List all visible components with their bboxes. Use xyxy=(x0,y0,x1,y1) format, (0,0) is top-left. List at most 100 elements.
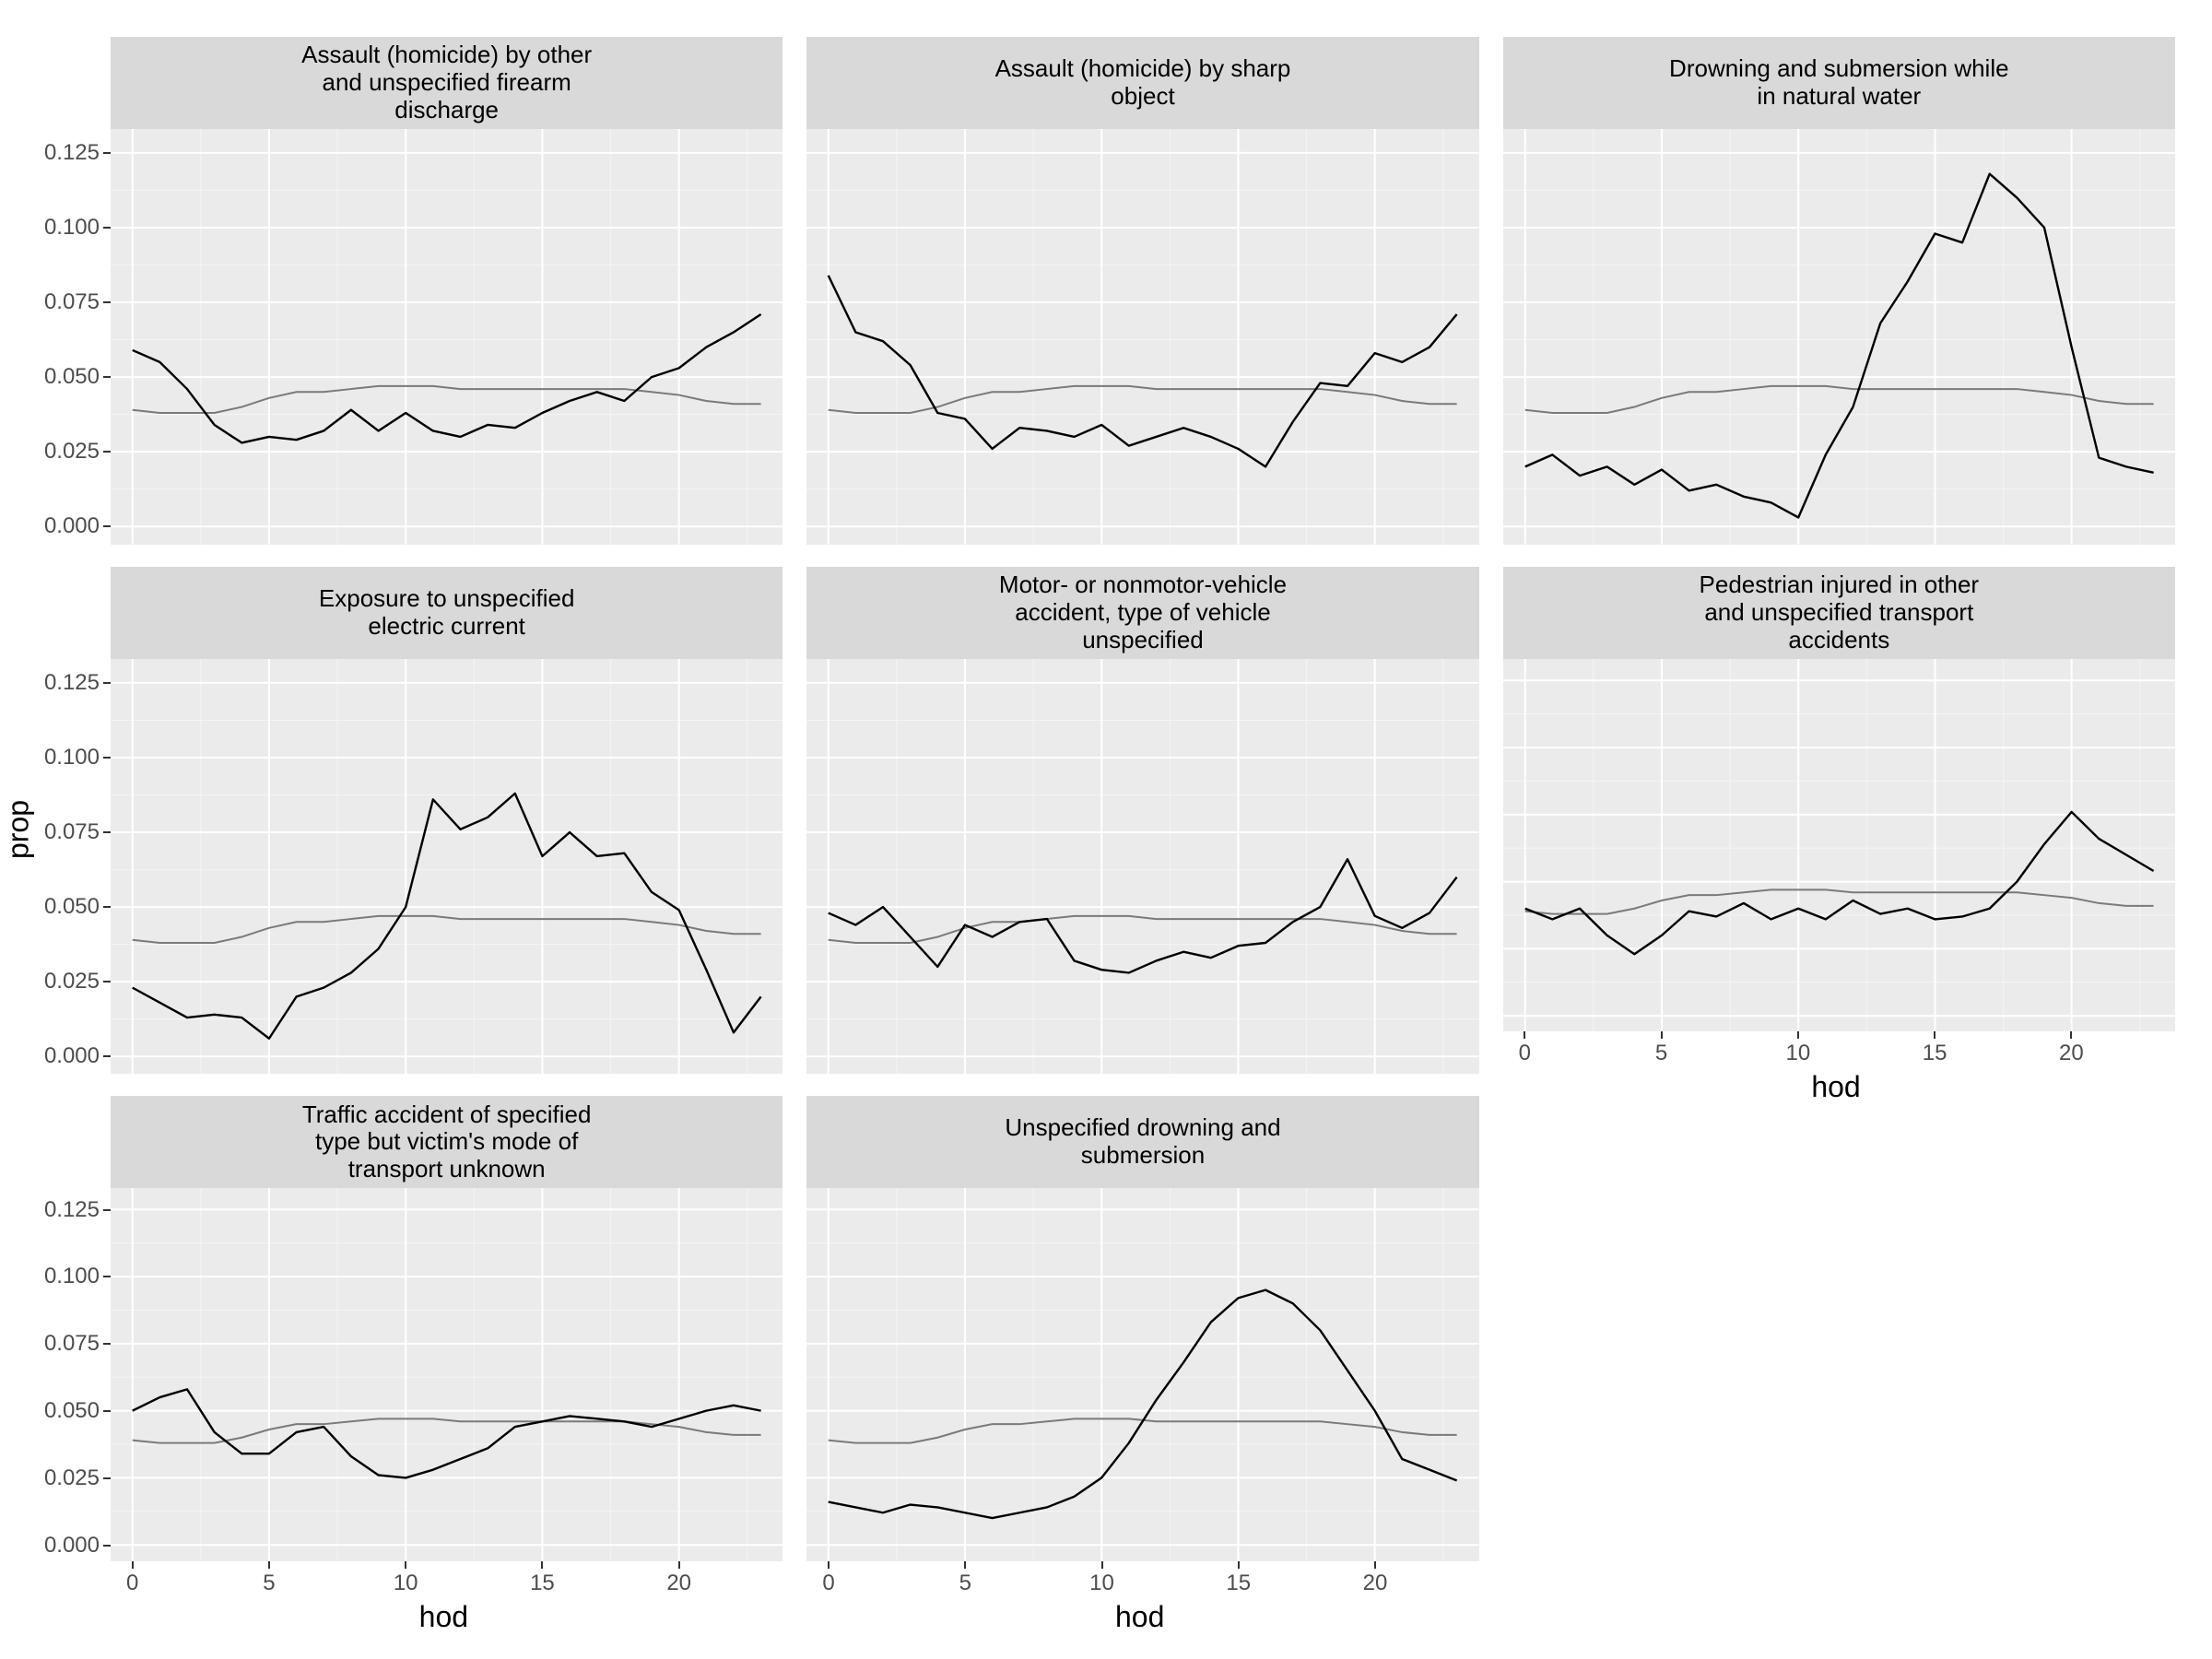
series-line xyxy=(133,314,761,442)
reference-line xyxy=(1524,386,2153,413)
x-tick-mark xyxy=(2070,1031,2072,1039)
x-tick-label: 10 xyxy=(1780,1041,1817,1066)
y-tick-mark xyxy=(103,451,111,453)
plot-area xyxy=(806,659,1478,1075)
y-tick-mark xyxy=(103,525,111,527)
facet-title: Exposure to unspecifiedelectric current xyxy=(111,567,782,659)
y-tick-mark xyxy=(103,1545,111,1547)
y-tick-mark xyxy=(103,682,111,684)
x-tick-label: 0 xyxy=(810,1571,847,1596)
plot-area xyxy=(1503,659,2175,1032)
plot-area xyxy=(111,1188,782,1561)
reference-line xyxy=(133,386,761,413)
reference-line xyxy=(829,386,1457,413)
y-tick-label: 0.125 xyxy=(44,1197,100,1223)
y-tick-mark xyxy=(103,831,111,833)
y-tick-label: 0.100 xyxy=(44,1264,100,1289)
x-tick-mark xyxy=(964,1561,966,1569)
y-tick-mark xyxy=(103,1276,111,1277)
x-tick-label: 0 xyxy=(1506,1041,1543,1066)
series-line xyxy=(133,794,761,1039)
x-tick-mark xyxy=(1934,1031,1936,1039)
y-tick-mark xyxy=(103,301,111,303)
plot-area xyxy=(111,659,782,1075)
x-tick-mark xyxy=(828,1561,830,1569)
y-axis-title: prop xyxy=(2,800,36,859)
y-tick-label: 0.075 xyxy=(44,1331,100,1357)
facet-panel: Drowning and submersion whilein natural … xyxy=(1503,37,2175,545)
facet-panel: Unspecified drowning andsubmersion 0 5 10 15… xyxy=(806,1096,1478,1604)
facet-title: Drowning and submersion whilein natural … xyxy=(1503,37,2175,129)
y-tick-mark xyxy=(103,376,111,378)
plot-area xyxy=(1503,129,2175,545)
facet-panel: Motor- or nonmotor-vehicleaccident, type… xyxy=(806,567,1478,1075)
y-tick-mark xyxy=(103,906,111,908)
facet-title: Assault (homicide) by sharpobject xyxy=(806,37,1478,129)
x-tick-mark xyxy=(1374,1561,1376,1569)
facet-title: Pedestrian injured in otherand unspecifi… xyxy=(1503,567,2175,659)
x-tick-label: 5 xyxy=(251,1571,288,1596)
plot-area xyxy=(111,129,782,545)
facet-panel: Pedestrian injured in otherand unspecifi… xyxy=(1503,567,2175,1075)
x-tick-label: 0 xyxy=(114,1571,151,1596)
plot-area xyxy=(806,1188,1478,1561)
y-tick-label: 0.050 xyxy=(44,364,100,390)
facet-panel: Assault (homicide) by sharpobject xyxy=(806,37,1478,545)
x-tick-mark xyxy=(541,1561,543,1569)
series-line xyxy=(133,1390,761,1478)
facet-panel: Assault (homicide) by otherand unspecifi… xyxy=(111,37,782,545)
x-tick-mark xyxy=(1238,1561,1240,1569)
x-tick-mark xyxy=(1524,1031,1525,1039)
y-tick-label: 0.050 xyxy=(44,894,100,920)
x-tick-mark xyxy=(132,1561,134,1569)
series-line xyxy=(829,276,1457,466)
y-tick-label: 0.050 xyxy=(44,1398,100,1424)
x-tick-mark xyxy=(268,1561,270,1569)
x-tick-label: 15 xyxy=(524,1571,560,1596)
plot-area xyxy=(806,129,1478,545)
series-line xyxy=(1524,812,2153,954)
facet-grid: Assault (homicide) by otherand unspecifi… xyxy=(111,37,2175,1604)
x-tick-label: 10 xyxy=(1084,1571,1121,1596)
x-tick-label: 15 xyxy=(1220,1571,1257,1596)
x-tick-label: 20 xyxy=(2053,1041,2089,1066)
y-tick-mark xyxy=(103,227,111,229)
y-tick-mark xyxy=(103,152,111,154)
y-tick-label: 0.100 xyxy=(44,745,100,771)
series-line xyxy=(829,859,1457,972)
x-tick-mark xyxy=(1101,1561,1103,1569)
x-tick-mark xyxy=(678,1561,680,1569)
x-tick-mark xyxy=(1661,1031,1663,1039)
x-tick-label: 10 xyxy=(387,1571,424,1596)
facet-title: Unspecified drowning andsubmersion xyxy=(806,1096,1478,1188)
facet-title: Assault (homicide) by otherand unspecifi… xyxy=(111,37,782,129)
x-tick-mark xyxy=(405,1561,406,1569)
y-tick-label: 0.025 xyxy=(44,439,100,465)
y-tick-mark xyxy=(103,981,111,982)
y-tick-label: 0.125 xyxy=(44,670,100,696)
x-tick-label: 15 xyxy=(1916,1041,1953,1066)
y-tick-mark xyxy=(103,1055,111,1057)
y-tick-label: 0.100 xyxy=(44,215,100,241)
x-tick-mark xyxy=(1797,1031,1799,1039)
x-tick-label: 20 xyxy=(661,1571,698,1596)
facet-panel: Traffic accident of specifiedtype but vi… xyxy=(111,1096,782,1604)
y-tick-label: 0.000 xyxy=(44,1533,100,1559)
y-tick-mark xyxy=(103,1410,111,1412)
y-tick-label: 0.125 xyxy=(44,140,100,166)
x-tick-label: 20 xyxy=(1357,1571,1394,1596)
y-tick-mark xyxy=(103,1209,111,1211)
reference-line xyxy=(133,915,761,942)
x-tick-label: 5 xyxy=(947,1571,983,1596)
series-line xyxy=(1524,174,2153,518)
y-tick-mark xyxy=(103,1343,111,1345)
facet-panel: Exposure to unspecifiedelectric current0… xyxy=(111,567,782,1075)
facet-title: Motor- or nonmotor-vehicleaccident, type… xyxy=(806,567,1478,659)
y-tick-label: 0.025 xyxy=(44,969,100,994)
series-line xyxy=(829,1290,1457,1518)
y-tick-label: 0.000 xyxy=(44,513,100,539)
y-tick-mark xyxy=(103,757,111,759)
reference-line xyxy=(829,915,1457,942)
facet-title: Traffic accident of specifiedtype but vi… xyxy=(111,1096,782,1188)
y-tick-label: 0.075 xyxy=(44,289,100,315)
